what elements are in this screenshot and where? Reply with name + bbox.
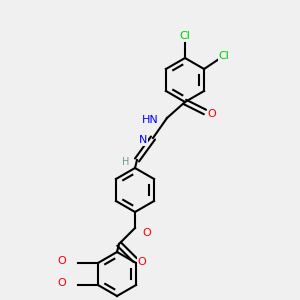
Text: O: O [57, 256, 66, 266]
Text: O: O [208, 109, 216, 119]
Text: N: N [139, 135, 147, 145]
Text: O: O [138, 257, 146, 267]
Text: H: H [122, 157, 129, 167]
Text: Cl: Cl [180, 31, 190, 41]
Text: HN: HN [142, 115, 159, 125]
Text: O: O [57, 278, 66, 288]
Text: Cl: Cl [219, 51, 230, 61]
Text: O: O [142, 228, 152, 238]
